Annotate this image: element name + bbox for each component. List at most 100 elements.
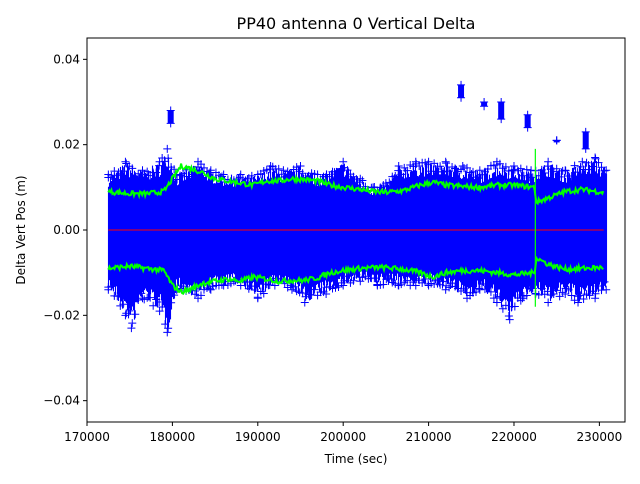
scatter-point	[441, 157, 450, 166]
scatter-point	[313, 170, 322, 179]
chart-title: PP40 antenna 0 Vertical Delta	[237, 14, 476, 33]
outlier-cluster	[552, 136, 561, 145]
outlier-cluster	[523, 110, 532, 132]
scatter-point	[287, 285, 296, 294]
x-tick-label: 230000	[576, 430, 622, 444]
scatter-point	[519, 171, 528, 180]
scatter-point	[585, 291, 594, 300]
scatter-point	[537, 284, 546, 293]
y-tick-label: 0.02	[53, 138, 80, 152]
scatter-point	[600, 166, 609, 175]
scatter-point	[463, 294, 472, 303]
scatter-point	[206, 166, 215, 175]
outlier-point	[552, 136, 561, 145]
scatter-point	[279, 166, 288, 175]
scatter-point	[167, 298, 176, 307]
x-tick-label: 190000	[235, 430, 281, 444]
scatter-point	[492, 157, 501, 166]
scatter-point	[381, 179, 390, 188]
scatter-point	[436, 162, 445, 171]
scatter-point	[250, 286, 259, 295]
scatter-point	[155, 307, 164, 316]
outlier-bar	[498, 102, 505, 120]
scatter-point	[373, 281, 382, 290]
scatter-point	[561, 290, 570, 298]
scatter-point	[128, 319, 137, 328]
scatter-point	[161, 320, 170, 329]
scatter-point	[149, 301, 158, 310]
scatter-point	[540, 169, 549, 178]
scatter-point	[370, 274, 379, 283]
outlier-point	[497, 115, 506, 124]
scatter-point	[578, 157, 587, 166]
scatter-point	[567, 172, 576, 181]
y-tick-label: 0.04	[53, 52, 80, 66]
scatter-point	[516, 164, 525, 173]
scatter-point	[445, 167, 454, 176]
outlier-point	[166, 106, 175, 115]
scatter-point	[433, 276, 442, 285]
scatter-point	[188, 170, 197, 179]
outlier-point	[523, 110, 532, 119]
scatter-point	[504, 311, 513, 320]
scatter-point	[137, 174, 146, 183]
scatter-point	[110, 167, 119, 176]
scatter-point	[219, 281, 228, 290]
scatter-point	[163, 144, 172, 153]
scatter-point	[170, 291, 179, 300]
scatter-point	[121, 311, 130, 320]
scatter-point	[567, 291, 576, 300]
scatter-point	[424, 281, 433, 290]
scatter-point	[600, 277, 609, 286]
scatter-point	[163, 328, 172, 337]
scatter-point	[544, 157, 553, 166]
scatter-point	[534, 290, 543, 299]
scatter-point	[334, 283, 343, 292]
scatter-point	[379, 280, 388, 289]
scatter-point	[170, 165, 179, 174]
scatter-point	[555, 292, 564, 301]
x-tick-label: 210000	[406, 430, 452, 444]
scatter-point	[194, 294, 203, 303]
scatter-point	[164, 324, 173, 333]
scatter-point	[510, 302, 519, 311]
scatter-point	[286, 170, 295, 179]
scatter-point	[427, 167, 436, 176]
scatter-point	[322, 290, 331, 298]
outlier-point	[166, 119, 175, 128]
scatter-point	[527, 166, 536, 175]
scatter-point	[298, 169, 307, 178]
scatter-point	[492, 298, 501, 307]
scatter-point	[403, 166, 412, 175]
y-axis-ticks: −0.04 −0.02 0.00 0.02 0.04	[43, 52, 87, 408]
scatter-point	[339, 281, 348, 290]
scatter-point	[300, 298, 309, 307]
scatter-point	[247, 171, 256, 180]
scatter-point	[194, 157, 203, 166]
outlier-point	[581, 144, 590, 153]
scatter-point	[280, 172, 289, 181]
outlier-point	[457, 93, 466, 102]
x-tick-label: 200000	[320, 430, 366, 444]
x-axis-ticks: 170000 180000 190000 200000 210000 220000 2300…	[64, 422, 622, 444]
scatter-point	[518, 294, 527, 303]
scatter-point	[266, 162, 275, 170]
scatter-point	[474, 284, 483, 293]
scatter-point	[236, 170, 245, 179]
x-tick-label: 220000	[491, 430, 537, 444]
scatter-point	[146, 293, 155, 302]
scatter-point	[191, 290, 200, 299]
outlier-cluster	[497, 98, 506, 124]
scatter-point	[356, 174, 365, 183]
scatter-point	[483, 282, 492, 291]
scatter-point	[164, 154, 173, 163]
scatter-point	[552, 286, 561, 295]
scatter-point	[119, 300, 128, 309]
scatter-band	[107, 156, 608, 330]
scatter-point	[158, 303, 167, 312]
scatter-point	[155, 298, 164, 307]
scatter-point	[594, 282, 603, 291]
envelope-upper-line	[107, 163, 605, 206]
scatter-point	[397, 170, 406, 179]
scatter-point	[296, 162, 305, 170]
